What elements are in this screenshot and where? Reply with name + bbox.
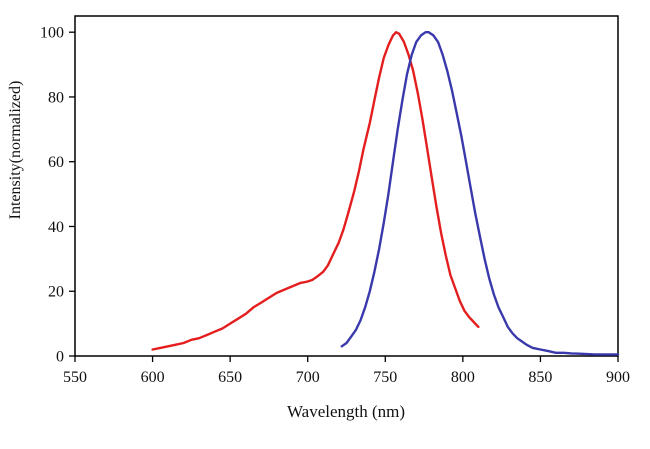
series-red-line: [151, 31, 480, 351]
x-tick-label: 900: [606, 369, 630, 386]
y-tick-label: 60: [48, 154, 64, 171]
y-tick-label: 40: [48, 219, 64, 236]
y-tick-label: 80: [48, 89, 64, 106]
y-tick-label: 100: [40, 25, 64, 42]
plot-frame: [74, 15, 619, 357]
x-axis-title: Wavelength (nm): [286, 402, 406, 421]
y-axis-title: Intensity(normalized): [7, 80, 24, 220]
y-tick-label: 0: [56, 349, 64, 366]
x-tick-label: 600: [141, 369, 165, 386]
y-tick-label: 20: [48, 284, 64, 301]
x-tick-label: 800: [451, 369, 475, 386]
x-tick-label: 700: [296, 369, 320, 386]
x-tick-label: 750: [373, 369, 397, 386]
x-tick-label: 550: [63, 369, 87, 386]
x-tick-label: 850: [528, 369, 552, 386]
series-blue-line: [340, 31, 620, 356]
x-tick-label: 650: [218, 369, 242, 386]
